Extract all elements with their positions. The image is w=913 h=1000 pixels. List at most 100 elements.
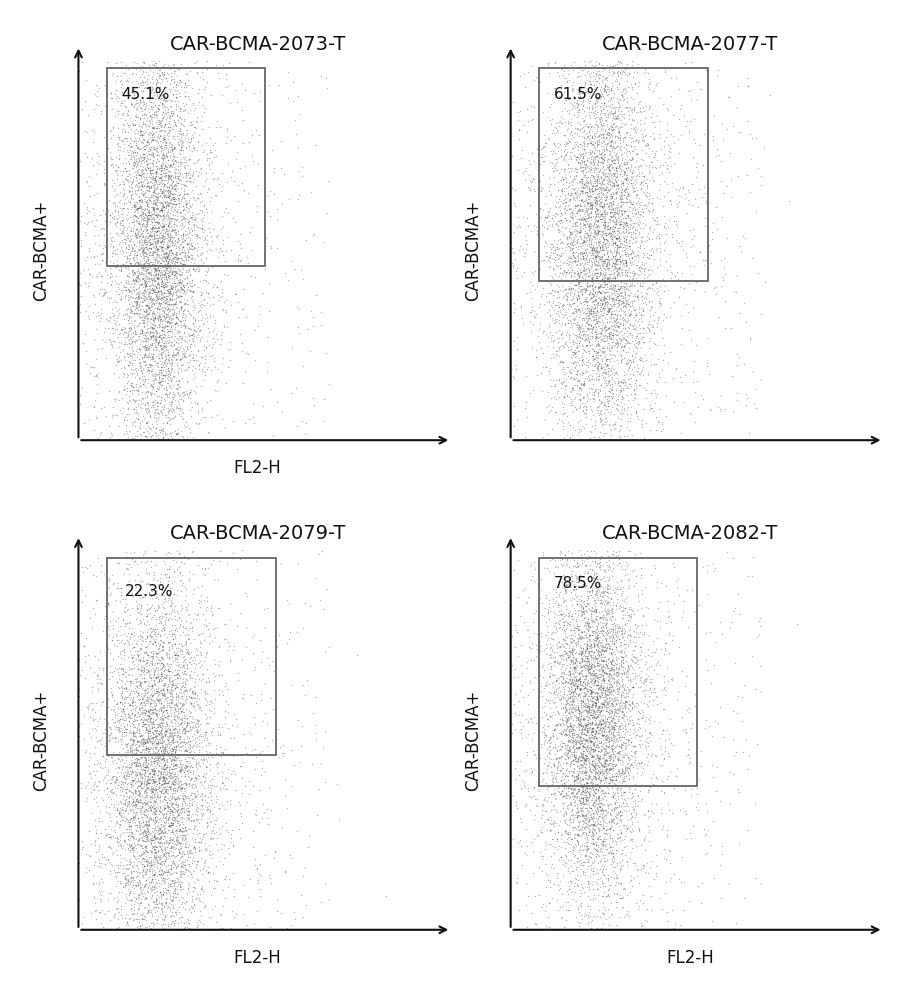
Point — [612, 281, 626, 297]
Point — [588, 196, 603, 212]
Point — [619, 708, 634, 724]
Point — [624, 120, 638, 136]
Point — [572, 730, 587, 746]
Point — [636, 673, 651, 689]
Point — [151, 763, 165, 779]
Point — [601, 253, 615, 269]
Point — [643, 280, 657, 296]
Point — [624, 347, 639, 363]
Point — [163, 297, 177, 313]
Point — [120, 142, 134, 158]
Point — [159, 897, 173, 913]
Point — [635, 617, 649, 633]
Point — [131, 200, 145, 216]
Point — [90, 798, 105, 814]
Point — [599, 189, 614, 205]
Point — [158, 373, 173, 389]
Point — [604, 339, 619, 355]
Point — [164, 347, 179, 363]
Point — [546, 609, 561, 625]
Point — [143, 409, 158, 425]
Point — [618, 366, 633, 382]
Point — [135, 242, 150, 258]
Point — [568, 345, 582, 361]
Point — [111, 339, 126, 355]
Point — [610, 308, 624, 324]
Point — [144, 346, 159, 362]
Point — [562, 192, 577, 208]
Point — [97, 165, 111, 181]
Point — [571, 238, 585, 254]
Point — [614, 761, 629, 777]
Point — [135, 290, 150, 306]
Point — [622, 784, 636, 800]
Point — [152, 160, 166, 176]
Point — [169, 689, 184, 705]
Point — [163, 691, 177, 707]
Point — [609, 254, 624, 270]
Point — [161, 368, 175, 384]
Point — [548, 54, 562, 70]
Point — [567, 371, 582, 387]
Point — [573, 183, 588, 199]
Point — [119, 417, 133, 433]
Point — [666, 135, 681, 151]
Point — [153, 771, 168, 787]
Point — [194, 137, 209, 153]
Point — [147, 148, 162, 164]
Point — [137, 217, 152, 233]
Point — [619, 190, 634, 206]
Point — [572, 567, 587, 583]
Point — [564, 681, 579, 697]
Point — [644, 300, 658, 316]
Point — [600, 168, 614, 184]
Point — [561, 779, 576, 795]
Point — [580, 99, 594, 115]
Point — [146, 243, 161, 259]
Point — [572, 756, 587, 772]
Point — [139, 245, 153, 261]
Point — [572, 758, 586, 774]
Point — [672, 639, 687, 655]
Point — [112, 262, 127, 278]
Point — [575, 305, 590, 321]
Point — [134, 884, 149, 900]
Point — [166, 885, 181, 901]
Point — [550, 343, 564, 359]
Point — [509, 661, 523, 677]
Point — [118, 65, 132, 81]
Point — [114, 672, 129, 688]
Point — [554, 172, 569, 188]
Point — [574, 684, 589, 700]
Point — [179, 192, 194, 208]
Point — [176, 349, 191, 365]
Point — [587, 673, 602, 689]
Point — [145, 812, 160, 828]
Point — [632, 366, 646, 382]
Point — [136, 114, 151, 130]
Point — [137, 858, 152, 874]
Point — [153, 729, 168, 745]
Point — [611, 695, 625, 711]
Point — [171, 647, 185, 663]
Point — [194, 881, 209, 897]
Point — [590, 636, 604, 652]
Point — [161, 775, 175, 791]
Point — [142, 711, 157, 727]
Point — [595, 223, 610, 239]
Point — [578, 326, 593, 342]
Point — [554, 777, 569, 793]
Point — [120, 856, 134, 872]
Point — [598, 416, 613, 432]
Point — [561, 105, 576, 121]
Point — [188, 769, 203, 785]
Point — [636, 756, 651, 772]
Point — [590, 587, 604, 603]
Point — [156, 752, 171, 768]
Point — [596, 652, 611, 668]
Point — [151, 116, 165, 132]
Point — [602, 256, 616, 272]
Point — [615, 666, 630, 682]
Point — [599, 643, 614, 659]
Point — [584, 659, 599, 675]
